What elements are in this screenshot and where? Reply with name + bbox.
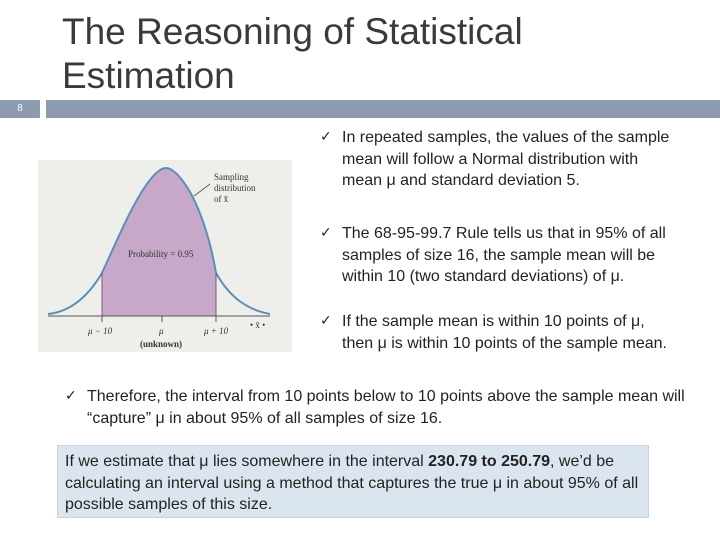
interval-high-value: 250.79 xyxy=(501,453,551,470)
tick-label-left: μ − 10 xyxy=(87,326,113,336)
bullet-within-10-points: ✓ If the sample mean is within 10 points… xyxy=(320,311,680,354)
bullet-therefore-interval: ✓ Therefore, the interval from 10 points… xyxy=(65,386,705,429)
normal-curve-diagram: Sampling distribution of x̄ Probability … xyxy=(47,166,271,349)
checkmark-icon: ✓ xyxy=(320,129,332,145)
interval-to-word: to xyxy=(477,453,502,470)
bullet-text: If the sample mean is within 10 points o… xyxy=(342,313,667,352)
bullet-text: The 68-95-99.7 Rule tells us that in 95%… xyxy=(342,225,666,285)
slide-number-box xyxy=(0,100,40,118)
callout-text-part2: , we’d be calculating an interval using … xyxy=(65,453,639,513)
xbar-dots: • x̄ • xyxy=(250,320,265,330)
probability-shaded-region xyxy=(102,168,216,316)
probability-label: Probability = 0.95 xyxy=(128,249,194,259)
callout-text-part1: If we estimate that μ lies somewhere in … xyxy=(65,453,429,470)
interval-low-value: 230.79 xyxy=(428,453,478,470)
figure-label-line1: Sampling xyxy=(214,172,249,182)
title-underline-bar xyxy=(46,100,720,118)
interval-callout-box: If we estimate that μ lies somewhere in … xyxy=(57,445,649,518)
figure-label-line3: of x̄ xyxy=(214,194,229,204)
tick-label-right: μ + 10 xyxy=(203,326,229,336)
bullet-text: Therefore, the interval from 10 points b… xyxy=(87,388,685,427)
bullet-68-95-rule: ✓ The 68-95-99.7 Rule tells us that in 9… xyxy=(320,223,680,288)
unknown-label: (unknown) xyxy=(140,339,182,349)
normal-curve xyxy=(47,166,271,315)
checkmark-icon: ✓ xyxy=(320,225,332,241)
bullet-repeated-samples: ✓ In repeated samples, the values of the… xyxy=(320,127,680,192)
checkmark-icon: ✓ xyxy=(65,388,77,404)
bullet-text: In repeated samples, the values of the s… xyxy=(342,129,670,189)
slide-title: The Reasoning of Statistical Estimation xyxy=(62,11,523,96)
sampling-distribution-figure: Sampling distribution of x̄ Probability … xyxy=(38,160,292,352)
label-pointer xyxy=(193,183,211,197)
tick-label-mid: μ xyxy=(158,326,164,336)
figure-label-line2: distribution xyxy=(214,183,256,193)
slide-number: 8 xyxy=(17,103,23,114)
checkmark-icon: ✓ xyxy=(320,313,332,329)
